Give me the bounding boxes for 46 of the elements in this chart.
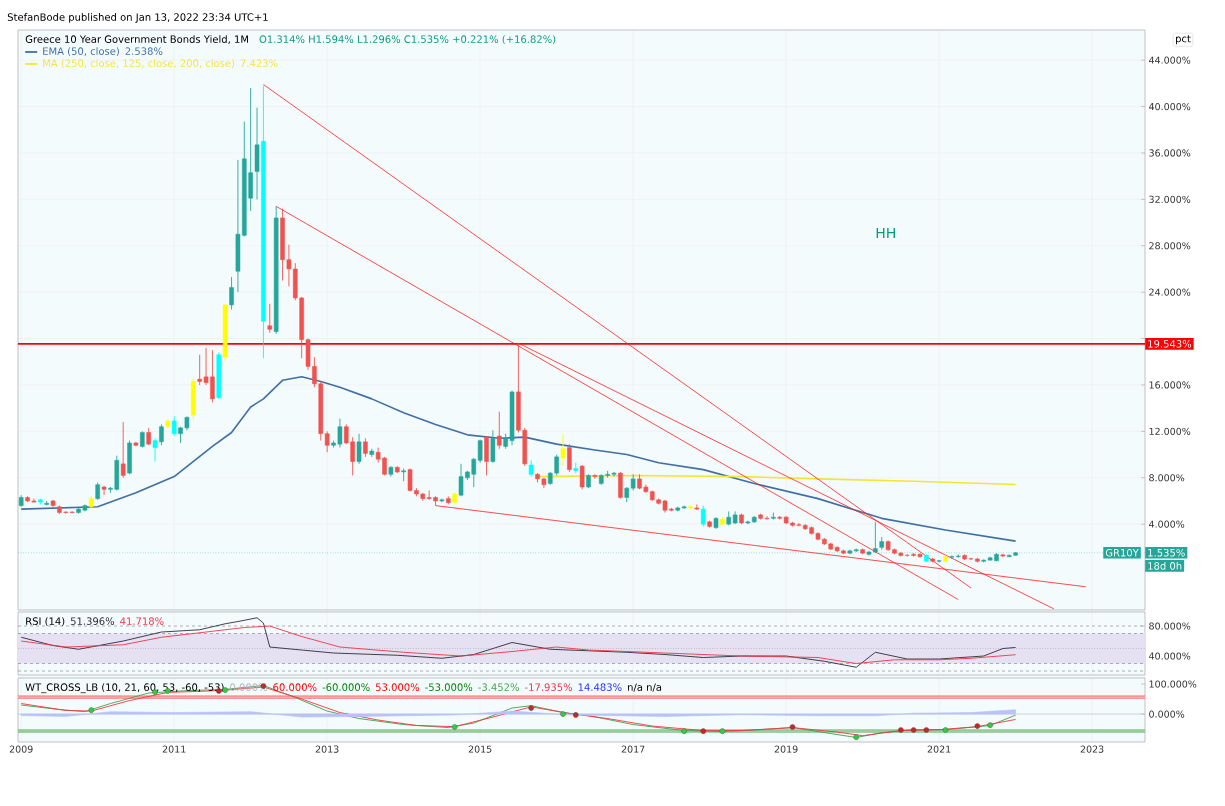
y-tick-label: 8.000% — [1149, 474, 1185, 482]
annotation: 7.423% — [240, 59, 278, 67]
y-tick-label: 40.000% — [1149, 652, 1191, 660]
y-tick-label: 44.000% — [1149, 56, 1191, 64]
y-tick-label: 36.000% — [1149, 149, 1191, 157]
y-tick-label: 100.000% — [1149, 680, 1197, 688]
ref-line-label: 1.535% — [1148, 548, 1185, 557]
annotation: 51.396% — [70, 617, 115, 625]
x-tick-label: 2009 — [9, 745, 33, 753]
ref-line-label: 60.000% — [273, 683, 317, 691]
annotation: 41.718% — [120, 617, 164, 625]
y-axis-title: pct — [1176, 35, 1191, 45]
legend-label: MA (250, close, 125, close, 200, close) — [43, 59, 235, 69]
annotation: 2.538% — [125, 47, 163, 55]
y-tick-label: 4.000% — [1149, 520, 1185, 528]
y-tick-label: 28.000% — [1149, 242, 1191, 250]
y-tick-label: 12.000% — [1149, 427, 1191, 435]
annotation: n/a n/a — [628, 683, 662, 692]
chart-subtitle: O1.314% H1.594% L1.296% C1.535% +0.221% (+16.82%) — [259, 35, 556, 45]
ref-line-label: -60.000% — [322, 683, 370, 691]
legend-label: EMA (50, close) — [43, 47, 119, 57]
annotation: -17.935% — [525, 683, 573, 691]
x-tick-label: 2023 — [1080, 745, 1104, 753]
x-tick-label: 2013 — [315, 745, 339, 753]
ref-line-label: 53.000% — [375, 683, 420, 691]
y-tick-label: 24.000% — [1149, 288, 1191, 296]
x-tick-label: 2019 — [774, 745, 798, 753]
ref-line-label: 19.543% — [1148, 340, 1192, 348]
annotation: -3.452% — [478, 683, 519, 691]
x-tick-label: 2021 — [927, 745, 951, 753]
ref-line-label: -53.000% — [425, 683, 473, 691]
y-tick-label: 0.000% — [1149, 710, 1185, 718]
x-tick-label: 2011 — [162, 745, 186, 753]
y-tick-label: 32.000% — [1149, 195, 1191, 203]
chart-title: Greece 10 Year Government Bonds Yield, 1M — [25, 35, 249, 44]
y-tick-label: 16.000% — [1149, 381, 1191, 389]
annotation: HH — [876, 227, 895, 239]
text: 18d 0h — [1148, 561, 1182, 570]
text: StefanBode published on Jan 13, 2022 23:34 UTC+1 — [7, 13, 268, 23]
x-tick-label: 2015 — [468, 745, 492, 753]
chart-title: RSI (14) — [26, 617, 65, 627]
annotation: 14.483% — [578, 683, 622, 691]
y-tick-label: 80.000% — [1149, 622, 1191, 630]
y-tick-label: 40.000% — [1149, 102, 1191, 111]
x-tick-label: 2017 — [621, 745, 645, 753]
annotation: GR10Y — [1105, 548, 1139, 557]
